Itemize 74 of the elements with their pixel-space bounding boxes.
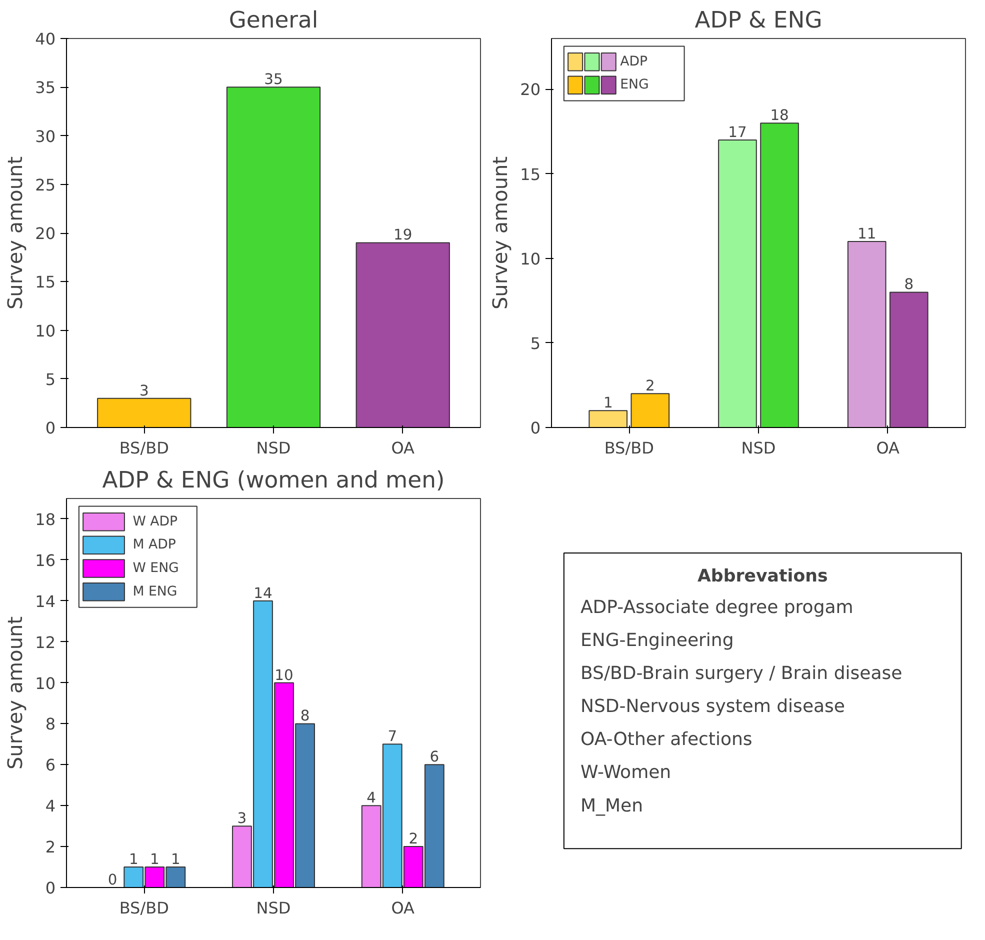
y-tick-label: 2 [45, 838, 56, 857]
data-label: 1 [603, 394, 613, 412]
x-tick-label: OA [876, 438, 900, 458]
y-tick-label: 20 [35, 224, 56, 243]
y-tick-label: 4 [45, 796, 56, 816]
data-label: 8 [300, 708, 310, 725]
data-label: 14 [254, 584, 272, 602]
data-label: 2 [645, 378, 655, 395]
y-tick-label: 5 [45, 370, 56, 389]
text: OA-Other afections [580, 729, 752, 750]
x-tick-label: OA [391, 438, 415, 458]
x-tick-label: BS/BD [119, 898, 169, 918]
legend-label: W ENG [132, 561, 179, 576]
data-label: 1 [128, 851, 138, 868]
y-tick-label: 25 [35, 175, 56, 194]
x-tick-label: BS/BD [604, 438, 654, 458]
y-tick-label: 10 [35, 321, 56, 340]
y-tick-label: 40 [35, 30, 56, 48]
y-tick-label: 10 [35, 674, 56, 693]
y-axis-title: Survey amount [3, 616, 28, 770]
data-label: 0 [108, 872, 118, 888]
text: ENG-Engineering [580, 630, 734, 651]
chart-title: ADP & ENG (women and men) [102, 468, 445, 494]
y-tick-label: 8 [45, 714, 56, 734]
legend-label: M ADP [132, 538, 176, 553]
legend-label: W ADP [132, 514, 178, 530]
y-tick-label: 10 [520, 249, 540, 268]
y-tick-label: 6 [45, 756, 56, 775]
chart-title: General [228, 8, 318, 34]
x-tick-label: NSD [256, 898, 291, 918]
data-label: 8 [904, 276, 914, 294]
y-tick-label: 35 [35, 78, 56, 98]
y-tick-label: 30 [35, 126, 56, 146]
legend-label: ADP [620, 54, 648, 70]
data-label: 17 [728, 124, 747, 141]
data-label: 11 [858, 225, 876, 242]
y-axis-title: Survey amount [488, 156, 512, 310]
y-tick-label: 0 [45, 878, 56, 898]
data-label: 4 [366, 790, 376, 807]
chart-title: ADP & ENG [694, 8, 822, 34]
text: W-Women [580, 762, 672, 784]
y-tick-label: 12 [35, 632, 56, 652]
data-label: 6 [430, 748, 440, 766]
text: M_Men [580, 795, 644, 816]
data-label: 18 [770, 107, 789, 124]
data-label: 10 [274, 666, 294, 684]
data-label: 1 [150, 851, 160, 868]
data-label: 3 [237, 810, 247, 828]
legend-label: ENG [620, 78, 649, 93]
data-label: 3 [139, 382, 149, 400]
data-label: 7 [388, 728, 398, 746]
y-tick-label: 16 [35, 550, 56, 570]
y-tick-label: 15 [520, 164, 540, 184]
y-tick-label: 5 [530, 334, 541, 353]
y-tick-label: 0 [530, 418, 541, 438]
x-tick-label: NSD [256, 438, 291, 458]
y-axis-title: Survey amount [3, 156, 28, 310]
x-tick-label: BS/BD [119, 438, 169, 458]
text: NSD-Nervous system disease [580, 696, 845, 718]
data-label: 19 [394, 226, 412, 244]
legend-label: M ENG [132, 584, 178, 600]
text: BS/BD-Brain surgery / Brain disease [580, 663, 902, 684]
y-tick-label: 14 [35, 592, 56, 611]
data-label: 35 [264, 71, 283, 88]
text: ADP-Associate degree progam [580, 596, 854, 618]
y-tick-label: 20 [520, 80, 540, 100]
text: Abbrevations [698, 566, 828, 586]
x-tick-label: NSD [741, 438, 776, 458]
y-tick-label: 18 [35, 510, 56, 529]
data-label: 1 [171, 851, 180, 868]
y-tick-label: 15 [35, 272, 56, 292]
x-tick-label: OA [391, 898, 415, 918]
data-label: 2 [408, 830, 418, 848]
y-tick-label: 0 [45, 418, 56, 438]
